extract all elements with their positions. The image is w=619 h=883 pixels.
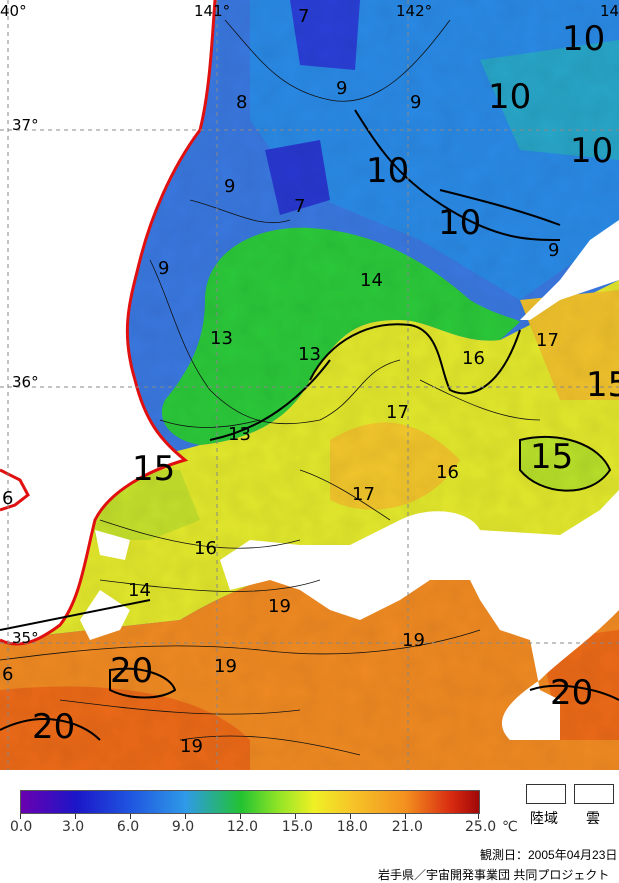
- colorbar-tick: [129, 814, 131, 819]
- isotherm-label-major: 15: [586, 365, 619, 405]
- credit-line: 岩手県／宇宙開発事業団 共同プロジェクト: [378, 868, 610, 882]
- lon-label-141: 141°: [194, 2, 231, 20]
- isotherm-label-major: 15: [530, 437, 574, 477]
- coastline-south: [0, 468, 30, 512]
- lat-label-35: 35°: [12, 629, 39, 647]
- cloud-central: [220, 490, 619, 740]
- isotherm-label: 19: [180, 736, 203, 757]
- land-swatch-label: 陸域: [530, 810, 558, 826]
- isotherm-label: 9: [336, 78, 348, 99]
- isotherm-label-major: 20: [32, 707, 76, 747]
- isotherm-label: 13: [228, 424, 251, 445]
- colorbar-tick: [184, 814, 186, 819]
- isotherm-label: 8: [236, 92, 248, 113]
- isotherm-label: 9: [410, 92, 422, 113]
- colorbar-tick-label: 6.0: [116, 819, 140, 835]
- isotherm-label: 17: [386, 402, 409, 423]
- colorbar-tick: [74, 814, 76, 819]
- colorbar-tick-label: 9.0: [171, 819, 195, 835]
- land-swatch: [526, 784, 566, 804]
- lat-label-37: 37°: [12, 116, 39, 134]
- isotherms-thin: [0, 19, 541, 756]
- colorbar-tick: [404, 814, 406, 819]
- isotherm-label: 17: [352, 484, 375, 505]
- isotherm-label: 9: [548, 240, 560, 261]
- isotherm-label: 13: [210, 328, 233, 349]
- graticule: [0, 0, 619, 770]
- isotherm-label-major: 10: [570, 131, 614, 171]
- isotherm-label: 17: [536, 330, 559, 351]
- isotherm-label: 6: [2, 488, 14, 509]
- colorbar-tick-label: 25.0: [465, 819, 497, 835]
- cloud-swatch-label: 雲: [586, 810, 600, 826]
- colorbar-tick: [239, 814, 241, 819]
- isotherm-label: 19: [214, 656, 237, 677]
- isotherm-label-major: 10: [438, 203, 482, 243]
- colorbar-tick-label: 3.0: [61, 819, 85, 835]
- isotherm-label-major: 10: [488, 77, 532, 117]
- isotherm-label: 14: [128, 580, 151, 601]
- isotherm-label: 13: [298, 344, 321, 365]
- isotherm-label-major: 15: [132, 449, 176, 489]
- coastline: [0, 0, 217, 646]
- isotherm-label: 7: [298, 6, 310, 27]
- cloud-west: [80, 590, 130, 640]
- isotherm-label: 16: [436, 462, 459, 483]
- lon-label-142: 142°: [396, 2, 433, 20]
- colorbar-tick: [478, 814, 479, 819]
- observation-date: 観測日：2005年04月23日: [480, 848, 618, 862]
- temperature-colorbar: [20, 790, 480, 814]
- colorbar-tick-label: 0.0: [10, 819, 33, 835]
- isotherm-label: 19: [402, 630, 425, 651]
- isotherm-label: 9: [224, 176, 236, 197]
- isotherm-label: 9: [158, 258, 170, 279]
- cloud-coast: [95, 530, 130, 560]
- isotherm-label-major: 20: [110, 651, 154, 691]
- colorbar-tick-label: 15.0: [281, 819, 313, 835]
- isotherm-label: 6: [2, 664, 14, 685]
- isotherm-label-major: 10: [366, 151, 410, 191]
- lon-label-143: 14: [600, 2, 619, 20]
- sea-surface-temperature-map: 40° 141° 142° 14 37° 36° 35° 7 7 8 9 9 9…: [0, 0, 619, 770]
- colorbar-tick-label: 21.0: [391, 819, 423, 835]
- sst-field: [0, 0, 619, 770]
- land-honshu: [0, 0, 215, 645]
- colorbar-unit: ℃: [502, 819, 518, 835]
- isotherm-label: 7: [294, 196, 306, 217]
- isotherm-label-major: 10: [562, 19, 606, 59]
- isotherm-label-major: 20: [550, 673, 594, 713]
- isotherm-label: 16: [462, 348, 485, 369]
- cloud-north-east: [520, 220, 619, 320]
- cloud-swatch: [574, 784, 614, 804]
- isotherm-label: 16: [194, 538, 217, 559]
- lat-label-36: 36°: [12, 373, 39, 391]
- colorbar-tick-label: 12.0: [226, 819, 258, 835]
- map-legend: 0.0 3.0 6.0 9.0 12.0 15.0 18.0 21.0 25.0 ℃ 陸域 雲 観…: [0, 770, 619, 882]
- isotherms-thick: [0, 109, 619, 741]
- colorbar-tick: [20, 814, 21, 819]
- lon-label-140: 40°: [0, 2, 27, 20]
- isotherm-label: 14: [360, 270, 383, 291]
- colorbar-tick: [294, 814, 296, 819]
- colorbar-tick-label: 18.0: [336, 819, 368, 835]
- colorbar-tick: [349, 814, 351, 819]
- isotherm-label: 19: [268, 596, 291, 617]
